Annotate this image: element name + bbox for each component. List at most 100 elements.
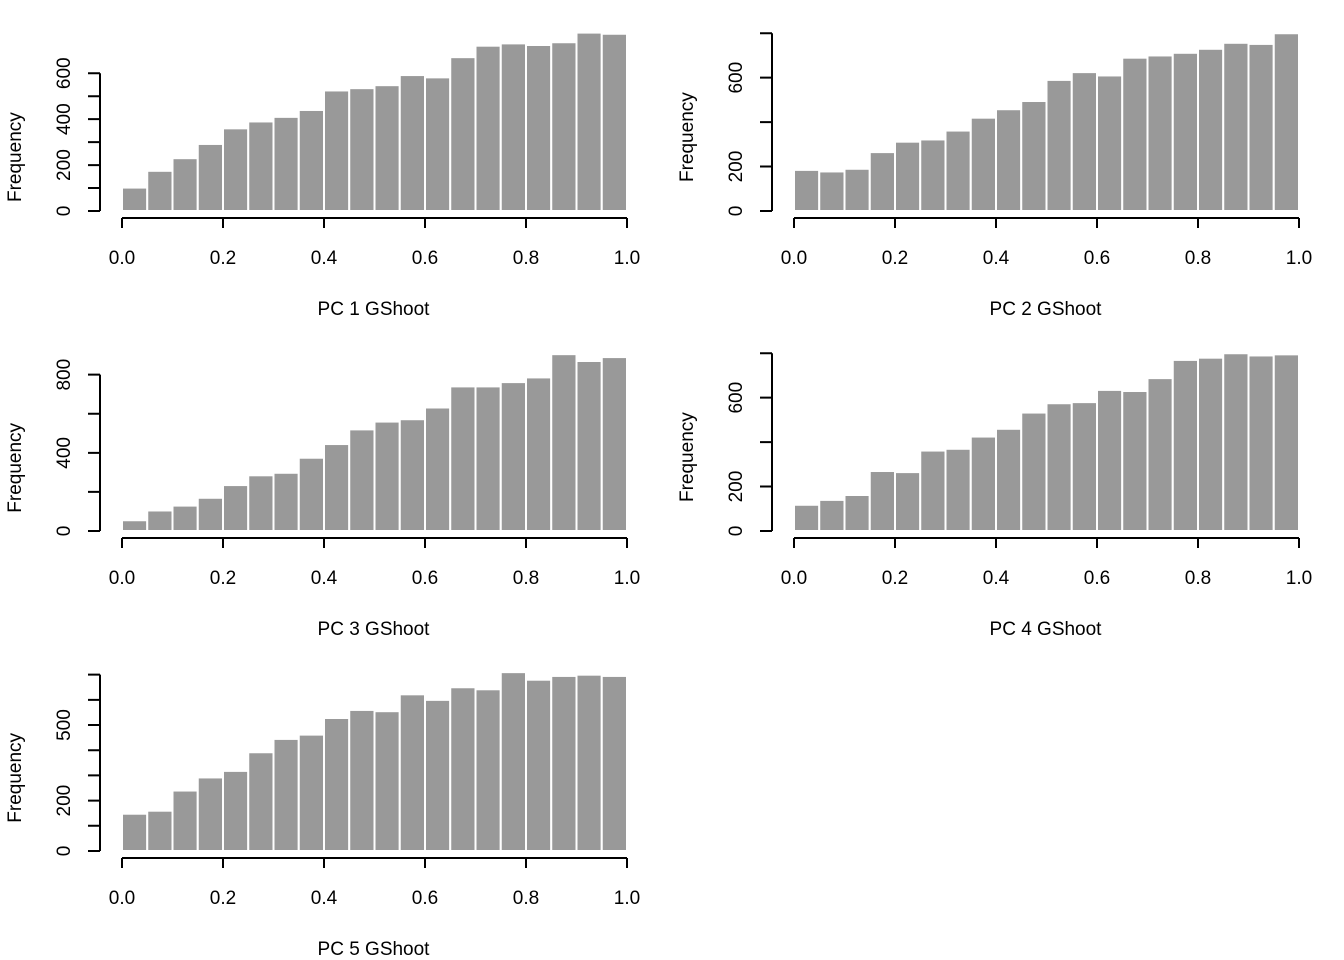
- y-axis-title-5: Frequency: [5, 732, 26, 822]
- y-axis-5: [88, 673, 101, 852]
- y-axis-title-4: Frequency: [677, 412, 698, 502]
- histogram-bar: [600, 356, 628, 532]
- y-tick-label: 400: [54, 437, 75, 469]
- histogram-bar: [575, 360, 603, 533]
- histogram-bar: [398, 693, 426, 852]
- histogram-bar: [196, 496, 224, 533]
- x-axis-1: [121, 217, 628, 228]
- x-axis-title-5: PC 5 GShoot: [318, 939, 431, 960]
- histogram-bar: [1222, 352, 1250, 532]
- y-axis-3: [88, 373, 101, 532]
- histogram-bar: [600, 674, 628, 852]
- x-tick-label: 1.0: [614, 248, 640, 269]
- x-tick-label: 0.4: [311, 568, 338, 589]
- histogram-bar: [919, 138, 947, 212]
- x-axis-title-2: PC 2 GShoot: [990, 299, 1103, 320]
- y-tick-label: 500: [54, 709, 75, 741]
- histogram-bar: [373, 84, 401, 212]
- y-axis-2: [760, 32, 773, 212]
- histogram-bar: [348, 87, 376, 212]
- y-tick-label: 0: [54, 846, 75, 857]
- x-axis-title-3: PC 3 GShoot: [318, 619, 431, 640]
- histogram-bar: [525, 678, 553, 853]
- histogram-bar: [525, 376, 553, 532]
- histogram-bar: [868, 151, 896, 213]
- x-tick-label: 0.6: [1084, 568, 1110, 589]
- x-tick-label: 0.2: [210, 248, 236, 269]
- histogram-bar: [348, 428, 376, 532]
- histogram-bar: [818, 498, 846, 532]
- histogram-bar: [793, 168, 821, 213]
- histogram-bar: [944, 129, 972, 212]
- histogram-bar: [171, 504, 199, 532]
- histogram-bar: [272, 471, 300, 533]
- histogram-bar: [550, 41, 578, 212]
- bars-3: [121, 353, 628, 533]
- histogram-bar: [247, 751, 275, 852]
- x-axis-2: [793, 217, 1300, 228]
- y-axis-title-1: Frequency: [5, 112, 26, 202]
- y-tick-label: 400: [54, 103, 75, 135]
- histogram-bar: [894, 471, 922, 533]
- histogram-bar: [1121, 56, 1149, 212]
- histogram-bar: [1070, 401, 1098, 532]
- x-tick-label: 1.0: [1286, 248, 1312, 269]
- histogram-bar: [121, 519, 149, 532]
- x-tick-label: 0.8: [1185, 248, 1211, 269]
- y-tick-label: 0: [726, 526, 747, 537]
- histogram-bar: [171, 157, 199, 212]
- histogram-bar: [1096, 74, 1124, 213]
- x-axis-title-1: PC 1 GShoot: [318, 299, 431, 320]
- histogram-bar: [995, 427, 1023, 532]
- y-axis-4: [760, 352, 773, 532]
- histogram-bar: [1247, 42, 1275, 213]
- y-tick-labels-1: 0 200 400 600: [54, 57, 75, 216]
- histogram-bar: [196, 142, 224, 212]
- histogram-bar: [398, 74, 426, 212]
- histogram-bar: [919, 449, 947, 532]
- histogram-bar: [1146, 54, 1174, 212]
- histogram-bar: [995, 108, 1023, 212]
- x-tick-label: 0.4: [983, 248, 1010, 269]
- histogram-bar: [297, 108, 325, 212]
- x-tick-label: 1.0: [614, 888, 640, 909]
- x-tick-label: 0.6: [412, 248, 438, 269]
- histogram-bar: [121, 812, 149, 853]
- histogram-bar: [323, 716, 351, 853]
- x-axis-3: [121, 537, 628, 548]
- y-axis-1: [88, 72, 101, 212]
- histogram-panel-1: 0.0 0.2 0.4 0.6 0.8 1.0 0 200 400 600 PC 1 GShoo…: [5, 31, 640, 320]
- histogram-bar: [424, 406, 452, 532]
- histogram-bar: [525, 43, 553, 212]
- histogram-bar: [121, 186, 149, 212]
- x-tick-label: 1.0: [1286, 568, 1312, 589]
- y-axis-title-3: Frequency: [5, 422, 26, 512]
- histogram-bar: [272, 115, 300, 212]
- histogram-bar: [1121, 390, 1149, 532]
- histogram-bar: [1171, 358, 1199, 532]
- histogram-bar: [550, 353, 578, 532]
- histogram-bar: [196, 776, 224, 852]
- x-tick-label: 1.0: [614, 568, 640, 589]
- y-tick-label: 200: [54, 785, 75, 817]
- x-tick-labels-5: 0.0 0.2 0.4 0.6 0.8 1.0: [109, 888, 640, 909]
- histogram-bar: [222, 769, 250, 853]
- x-tick-label: 0.0: [109, 248, 135, 269]
- y-tick-labels-3: 0 400 800: [54, 359, 75, 536]
- histogram-bar: [449, 56, 477, 212]
- histogram-bar: [222, 127, 250, 212]
- histogram-bar: [575, 673, 603, 852]
- histogram-bar: [373, 710, 401, 852]
- histogram-bar: [793, 503, 821, 532]
- y-tick-label: 0: [54, 526, 75, 537]
- histogram-bar: [247, 120, 275, 212]
- histogram-bar: [247, 474, 275, 533]
- x-tick-label: 0.0: [109, 568, 135, 589]
- y-tick-label: 200: [726, 151, 747, 183]
- histogram-bar: [449, 385, 477, 532]
- histogram-bar: [424, 698, 452, 852]
- y-tick-label: 600: [726, 382, 747, 414]
- histogram-bar: [1146, 377, 1174, 532]
- histogram-bar: [868, 470, 896, 533]
- histogram-bar: [146, 809, 174, 852]
